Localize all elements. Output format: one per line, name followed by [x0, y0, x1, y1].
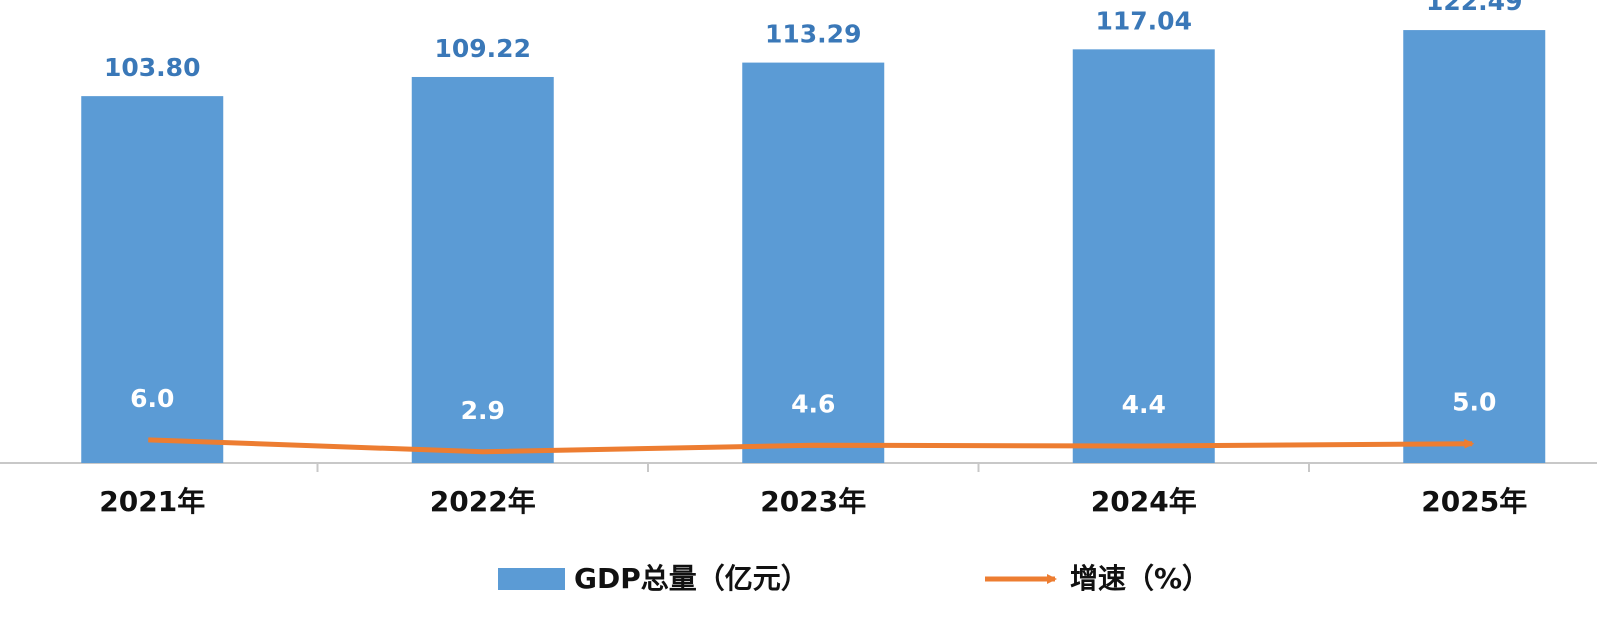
x-tick-label: 2024年: [1091, 485, 1197, 518]
bar: [411, 76, 554, 464]
bar: [1072, 49, 1215, 464]
line: [148, 437, 1475, 455]
x-tick-label: 2022年: [430, 485, 536, 518]
line-value-label: 2.9: [461, 396, 505, 425]
bar-value-label: 122.49: [1426, 0, 1522, 16]
legend-label: GDP总量（亿元）: [574, 562, 809, 595]
bar-value-label: 113.29: [765, 20, 861, 49]
line-value-label: 5.0: [1452, 388, 1496, 417]
x-tick-label: 2021年: [99, 485, 205, 518]
bar-value-label: 109.22: [435, 34, 531, 63]
x-tick-label: 2023年: [760, 485, 866, 518]
bar: [742, 62, 885, 464]
line-value-label: 6.0: [130, 384, 174, 413]
bar: [1403, 30, 1546, 463]
bar-value-label: 103.80: [104, 53, 200, 82]
legend-label: 增速（%）: [1070, 562, 1210, 595]
x-tick-label: 2025年: [1421, 485, 1527, 518]
line-value-label: 4.4: [1122, 390, 1166, 419]
bar-value-label: 117.04: [1096, 6, 1192, 35]
bar: [81, 96, 224, 464]
legend-swatch: [498, 568, 565, 590]
line-value-label: 4.6: [791, 389, 835, 418]
